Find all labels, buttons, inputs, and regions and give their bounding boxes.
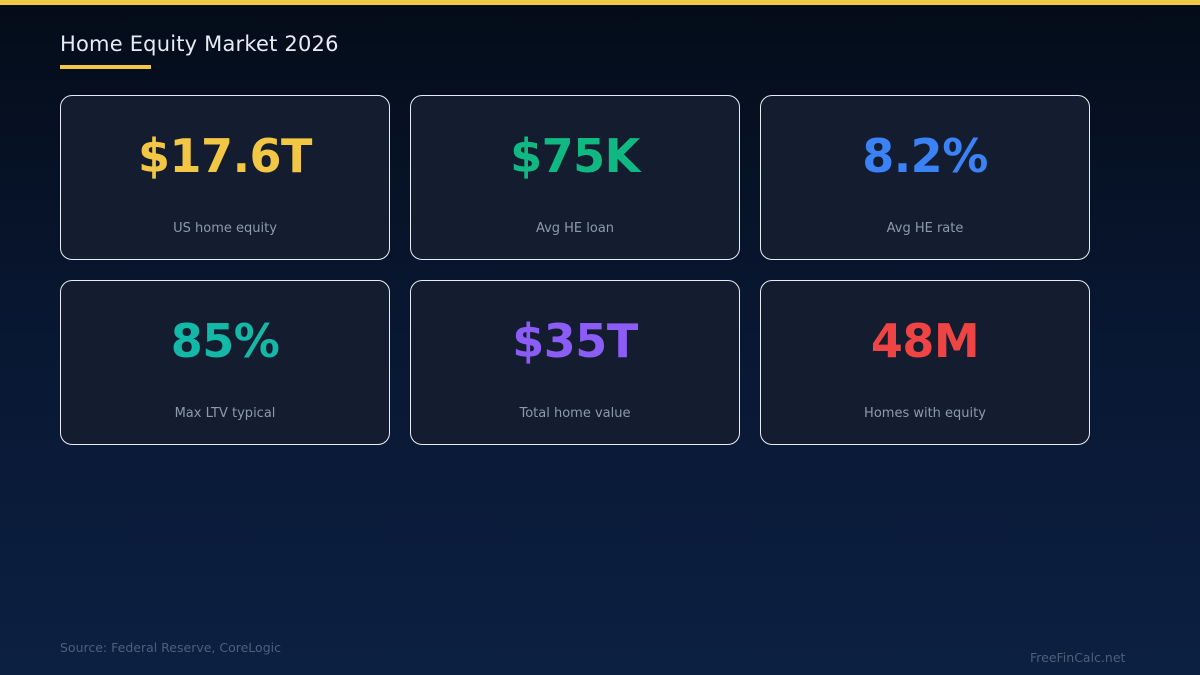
- stat-value: 48M: [870, 314, 980, 368]
- stat-value: $17.6T: [138, 129, 312, 183]
- top-accent-bar: [0, 0, 1200, 5]
- stat-card-homes-with-equity: 48M Homes with equity: [760, 280, 1090, 445]
- brand-watermark: FreeFinCalc.net: [1030, 650, 1126, 665]
- source-note: Source: Federal Reserve, CoreLogic: [60, 640, 281, 655]
- page-title: Home Equity Market 2026: [60, 32, 339, 56]
- stat-value: 85%: [170, 314, 280, 368]
- stat-card-avg-he-loan: $75K Avg HE loan: [410, 95, 740, 260]
- stat-label: Avg HE loan: [535, 221, 615, 236]
- stat-card-max-ltv: 85% Max LTV typical: [60, 280, 390, 445]
- stat-label: Avg HE rate: [886, 221, 964, 236]
- stat-value: $75K: [510, 129, 640, 183]
- title-underline: [60, 65, 151, 69]
- stat-value: $35T: [512, 314, 638, 368]
- stat-card-us-home-equity: $17.6T US home equity: [60, 95, 390, 260]
- stat-label: Total home value: [519, 406, 631, 421]
- stat-card-total-home-value: $35T Total home value: [410, 280, 740, 445]
- stat-card-avg-he-rate: 8.2% Avg HE rate: [760, 95, 1090, 260]
- stat-value: 8.2%: [862, 129, 988, 183]
- stat-label: Homes with equity: [864, 406, 986, 421]
- stat-label: US home equity: [173, 221, 277, 236]
- stat-label: Max LTV typical: [174, 406, 276, 421]
